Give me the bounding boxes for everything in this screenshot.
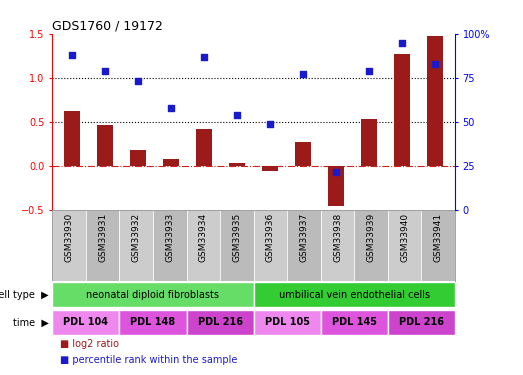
FancyBboxPatch shape — [52, 282, 254, 307]
Text: GSM33940: GSM33940 — [400, 213, 409, 262]
Bar — [196, 129, 212, 166]
FancyBboxPatch shape — [119, 310, 187, 335]
Text: time  ▶: time ▶ — [13, 317, 49, 327]
FancyBboxPatch shape — [220, 210, 254, 281]
FancyBboxPatch shape — [187, 210, 220, 281]
FancyBboxPatch shape — [254, 282, 455, 307]
Point — [365, 68, 373, 74]
Text: GSM33931: GSM33931 — [98, 213, 107, 262]
Point — [233, 112, 241, 118]
FancyBboxPatch shape — [52, 210, 86, 281]
FancyBboxPatch shape — [355, 210, 388, 281]
FancyBboxPatch shape — [153, 210, 187, 281]
FancyBboxPatch shape — [321, 210, 355, 281]
Point — [431, 61, 439, 67]
Text: GDS1760 / 19172: GDS1760 / 19172 — [52, 20, 163, 33]
Text: GSM33938: GSM33938 — [333, 213, 342, 262]
Bar — [394, 54, 411, 166]
Point — [200, 54, 208, 60]
Bar — [229, 163, 245, 166]
FancyBboxPatch shape — [254, 210, 287, 281]
FancyBboxPatch shape — [287, 210, 321, 281]
Point — [101, 68, 109, 74]
FancyBboxPatch shape — [52, 310, 119, 335]
FancyBboxPatch shape — [86, 210, 119, 281]
Text: GSM33936: GSM33936 — [266, 213, 275, 262]
FancyBboxPatch shape — [388, 210, 422, 281]
Text: GSM33935: GSM33935 — [232, 213, 242, 262]
Text: PDL 105: PDL 105 — [265, 317, 310, 327]
FancyBboxPatch shape — [119, 210, 153, 281]
Bar — [295, 142, 311, 166]
Point — [299, 71, 308, 77]
Text: GSM33937: GSM33937 — [300, 213, 309, 262]
Text: umbilical vein endothelial cells: umbilical vein endothelial cells — [279, 290, 430, 300]
FancyBboxPatch shape — [388, 310, 455, 335]
Text: GSM33934: GSM33934 — [199, 213, 208, 262]
Bar — [130, 150, 146, 166]
Text: PDL 104: PDL 104 — [63, 317, 108, 327]
Point — [266, 121, 275, 127]
Point — [398, 40, 406, 46]
Point — [167, 105, 175, 111]
Text: PDL 148: PDL 148 — [130, 317, 176, 327]
Text: GSM33933: GSM33933 — [165, 213, 174, 262]
Text: GSM33939: GSM33939 — [367, 213, 376, 262]
Text: PDL 216: PDL 216 — [399, 317, 444, 327]
Text: GSM33941: GSM33941 — [434, 213, 443, 262]
FancyBboxPatch shape — [321, 310, 388, 335]
Bar — [97, 125, 113, 166]
Text: PDL 145: PDL 145 — [332, 317, 377, 327]
Bar — [328, 166, 345, 206]
Bar — [262, 166, 278, 171]
Bar — [64, 111, 81, 166]
Text: cell type  ▶: cell type ▶ — [0, 290, 49, 300]
Point — [332, 169, 340, 175]
Text: neonatal diploid fibroblasts: neonatal diploid fibroblasts — [86, 290, 220, 300]
Text: ■ percentile rank within the sample: ■ percentile rank within the sample — [60, 355, 238, 364]
Text: PDL 216: PDL 216 — [198, 317, 243, 327]
Bar — [427, 36, 444, 166]
Point — [68, 52, 76, 58]
FancyBboxPatch shape — [254, 310, 321, 335]
Text: GSM33930: GSM33930 — [64, 213, 74, 262]
FancyBboxPatch shape — [187, 310, 254, 335]
Bar — [361, 120, 378, 166]
Bar — [163, 159, 179, 166]
Text: ■ log2 ratio: ■ log2 ratio — [60, 339, 119, 349]
FancyBboxPatch shape — [422, 210, 455, 281]
Text: GSM33932: GSM33932 — [132, 213, 141, 262]
Point — [134, 78, 142, 84]
